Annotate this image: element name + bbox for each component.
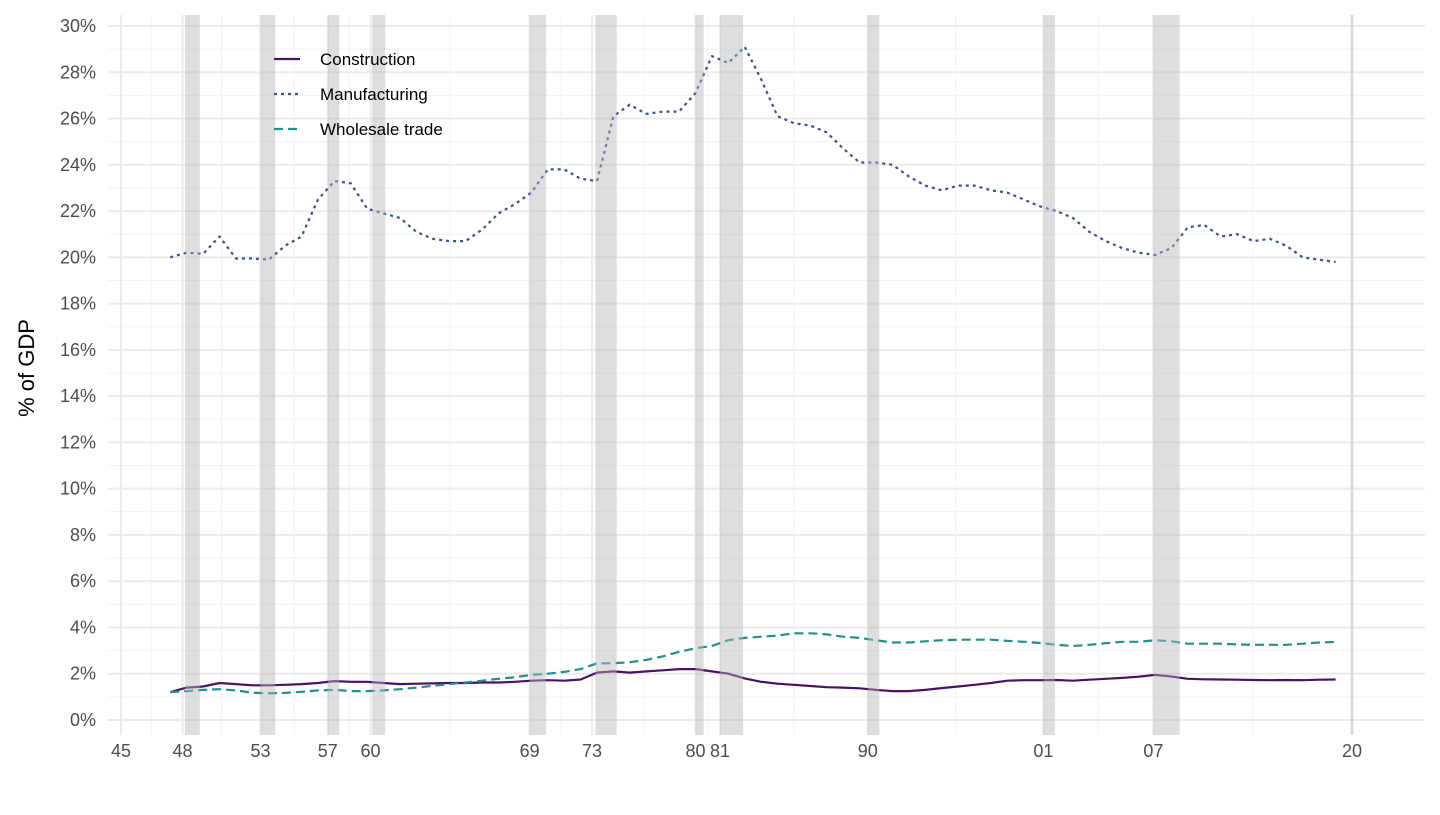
- legend-label: Wholesale trade: [320, 120, 443, 139]
- recession-bands: [185, 15, 1354, 735]
- series-line-construction: [169, 667, 1336, 694]
- x-tick-label: 81: [710, 741, 730, 761]
- x-tick-label: 01: [1033, 741, 1053, 761]
- recession-band: [1153, 15, 1180, 735]
- recession-band: [327, 15, 340, 735]
- recession-band: [720, 15, 744, 735]
- y-tick-label: 18%: [60, 294, 96, 314]
- x-tick-label: 60: [360, 741, 380, 761]
- x-tick-label: 73: [582, 741, 602, 761]
- y-tick-label: 8%: [70, 525, 96, 545]
- legend: Construction Manufacturing Wholesale trade: [274, 50, 443, 139]
- recession-band: [695, 15, 704, 735]
- y-tick-label: 26%: [60, 109, 96, 129]
- recession-band: [372, 15, 386, 735]
- grid: [108, 15, 1425, 735]
- y-tick-label: 30%: [60, 16, 96, 36]
- x-tick-label: 45: [111, 741, 131, 761]
- x-tick-label: 69: [520, 741, 540, 761]
- x-tick-label: 57: [318, 741, 338, 761]
- series-line-manufacturing: [169, 45, 1336, 264]
- y-tick-label: 10%: [60, 479, 96, 499]
- axes: 0% 2% 4% 6% 8% 10% 12% 14% 16% 18% 20% 22% 24% 26% 28%…: [60, 16, 1362, 761]
- recession-band: [260, 15, 276, 735]
- y-tick-label: 28%: [60, 62, 96, 82]
- y-tick-label: 2%: [70, 664, 96, 684]
- legend-label: Construction: [320, 50, 415, 69]
- y-tick-label: 16%: [60, 340, 96, 360]
- x-tick-label: 07: [1143, 741, 1163, 761]
- x-tick-label: 48: [173, 741, 193, 761]
- x-tick-label: 20: [1342, 741, 1362, 761]
- recession-band: [867, 15, 880, 735]
- series-lines: [169, 45, 1336, 695]
- recession-band: [1043, 15, 1055, 735]
- y-tick-label: 24%: [60, 155, 96, 175]
- y-tick-label: 14%: [60, 386, 96, 406]
- recession-band: [185, 15, 200, 735]
- y-tick-label: 4%: [70, 617, 96, 637]
- y-tick-label: 0%: [70, 710, 96, 730]
- x-tick-label: 80: [685, 741, 705, 761]
- y-tick-label: 20%: [60, 247, 96, 267]
- recession-band: [529, 15, 547, 735]
- y-tick-label: 22%: [60, 201, 96, 221]
- y-axis-label: % of GDP: [14, 319, 39, 417]
- y-tick-label: 12%: [60, 432, 96, 452]
- x-tick-label: 53: [250, 741, 270, 761]
- recession-band: [595, 15, 617, 735]
- series-line-wholesale-trade: [170, 632, 1336, 695]
- legend-label: Manufacturing: [320, 85, 428, 104]
- x-tick-label: 90: [858, 741, 878, 761]
- y-tick-label: 6%: [70, 571, 96, 591]
